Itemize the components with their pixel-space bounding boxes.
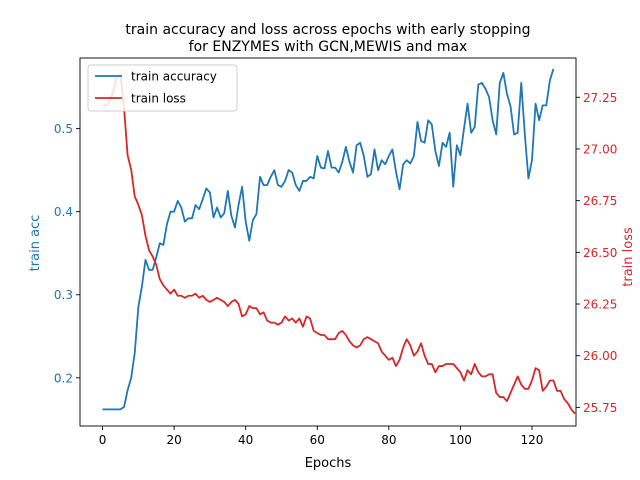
y-right-tick-label: 26.75 — [583, 194, 617, 208]
x-tick-label: 20 — [166, 433, 181, 447]
chart-title: train accuracy and loss across epochs wi… — [125, 22, 530, 55]
chart-title-line: train accuracy and loss across epochs wi… — [125, 22, 530, 38]
x-axis: 0 20 40 60 80 100 120 — [99, 426, 544, 447]
y-left-tick-label: 0.2 — [54, 371, 73, 385]
legend-label: train loss — [131, 92, 186, 106]
y-right-tick-label: 27.00 — [583, 142, 617, 156]
x-tick-label: 100 — [449, 433, 472, 447]
y-left-tick-label: 0.4 — [54, 205, 73, 219]
y-right-tick-label: 26.50 — [583, 246, 617, 260]
x-axis-label: Epochs — [305, 456, 352, 471]
legend-box — [87, 64, 238, 112]
train-accuracy-line — [102, 68, 555, 411]
series-lines — [102, 68, 576, 415]
y-right-tick-label: 27.25 — [583, 91, 617, 105]
plot-frame — [79, 57, 577, 427]
legend: train accuracy train loss — [87, 64, 238, 112]
y-left-tick-label: 0.5 — [54, 122, 73, 136]
x-tick-label: 0 — [99, 433, 107, 447]
x-tick-label: 60 — [310, 433, 325, 447]
train-loss-line — [102, 73, 576, 415]
y-axis-right: 25.75 26.00 26.25 26.50 26.75 27.00 27.25 — [576, 91, 617, 415]
x-tick-label: 120 — [521, 433, 544, 447]
y-axis-left-label: train acc — [28, 215, 43, 272]
x-tick-label: 40 — [238, 433, 253, 447]
x-tick-label: 80 — [381, 433, 396, 447]
y-axis-left: 0.2 0.3 0.4 0.5 — [54, 122, 80, 385]
y-left-tick-label: 0.3 — [54, 288, 73, 302]
y-right-tick-label: 26.00 — [583, 349, 617, 363]
chart-title-line: for ENZYMES with GCN,MEWIS and max — [189, 39, 468, 55]
y-right-tick-label: 26.25 — [583, 298, 617, 312]
y-right-tick-label: 25.75 — [583, 401, 617, 415]
y-axis-right-label: train loss — [621, 227, 636, 287]
legend-label: train accuracy — [131, 70, 217, 84]
plot-area-border — [79, 57, 577, 427]
